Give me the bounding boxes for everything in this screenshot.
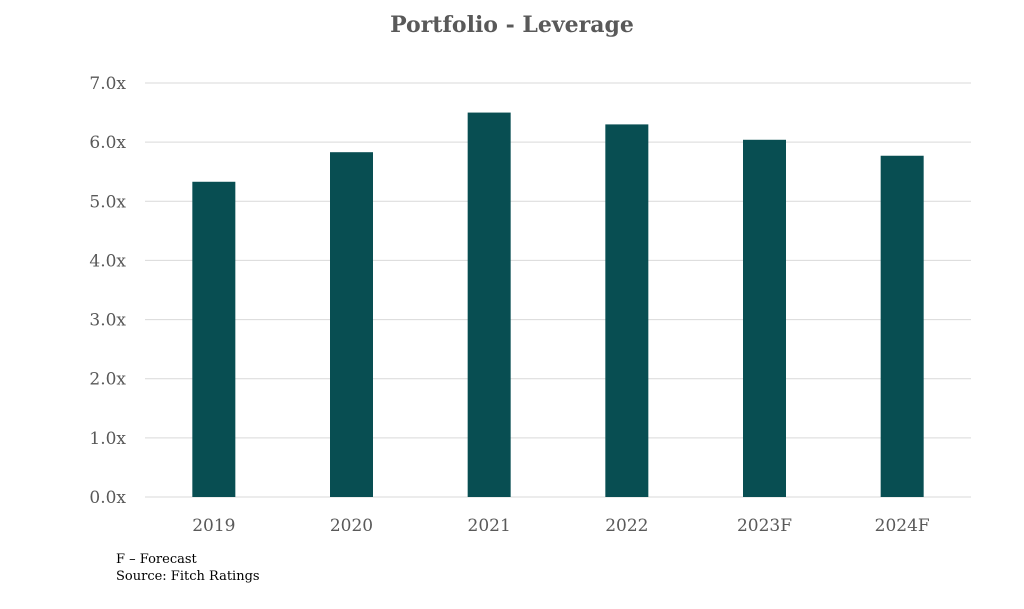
y-tick-label: 2.0x — [89, 370, 126, 390]
x-tick-label: 2019 — [192, 516, 235, 536]
bar-2020 — [330, 152, 373, 497]
x-tick-label: 2021 — [468, 516, 511, 536]
y-tick-label: 7.0x — [89, 74, 126, 94]
y-tick-label: 6.0x — [89, 133, 126, 153]
y-tick-label: 4.0x — [89, 251, 126, 271]
bar-2023F — [743, 139, 786, 497]
x-tick-label: 2024F — [875, 516, 930, 536]
bar-2019 — [192, 181, 236, 498]
y-tick-label: 3.0x — [89, 311, 126, 331]
forecast-note: F – Forecast — [116, 552, 197, 567]
source-note: Source: Fitch Ratings — [116, 569, 260, 584]
x-tick-label: 2022 — [605, 516, 648, 536]
bar-2021 — [467, 112, 511, 498]
x-axis-labels: 2019 2020 2021 2022 2023F 2024F — [192, 516, 930, 536]
y-axis-ticks: 0.0x 1.0x 2.0x 3.0x 4.0x 5.0x 6.0x 7.0x — [89, 74, 126, 508]
gridlines — [145, 82, 971, 498]
bar-2022 — [605, 124, 649, 498]
x-tick-label: 2023F — [737, 516, 792, 536]
bars — [192, 112, 924, 498]
bar-2024F — [880, 155, 924, 497]
y-tick-label: 1.0x — [89, 429, 126, 449]
x-tick-label: 2020 — [330, 516, 373, 536]
chart-title: Portfolio - Leverage — [390, 12, 634, 38]
y-tick-label: 5.0x — [89, 192, 126, 212]
y-tick-label: 0.0x — [89, 488, 126, 508]
chart-notes: F – Forecast Source: Fitch Ratings — [116, 551, 260, 585]
